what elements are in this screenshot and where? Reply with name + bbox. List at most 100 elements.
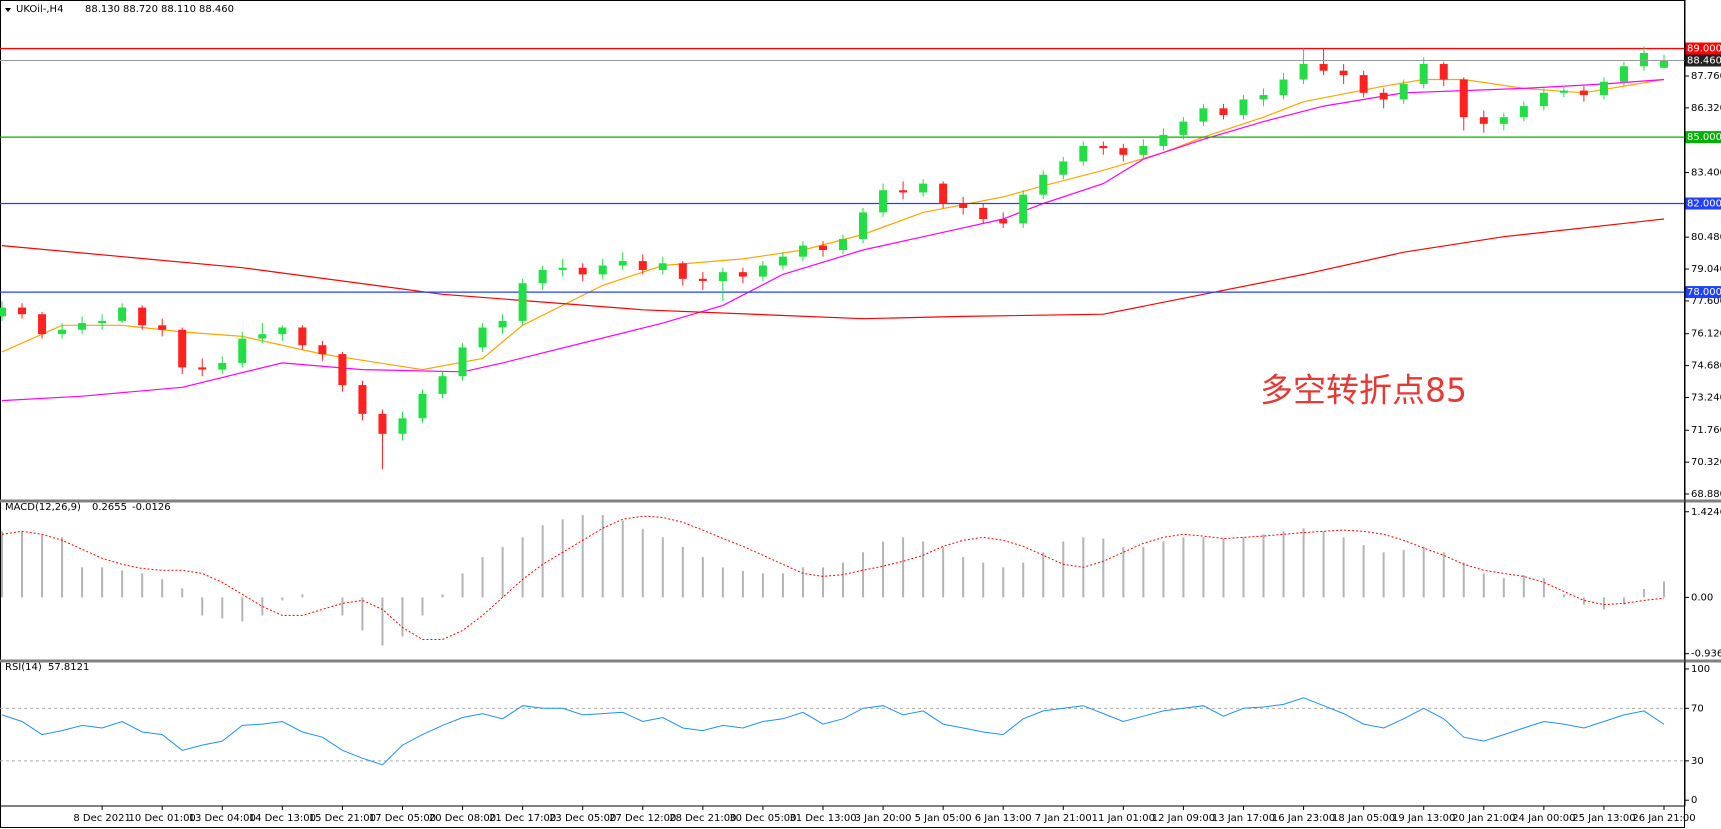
candle-body [959,203,968,208]
x-tick-label: 30 Dec 05:00 [729,813,796,824]
candle-body [318,345,327,355]
candle-body [1359,75,1368,93]
price-level-label: 82.000 [1687,199,1721,210]
candle-body [638,261,647,270]
y-tick-label: 70 [1691,703,1704,714]
candle-body [798,245,807,257]
candle-body [1459,79,1468,118]
x-tick-label: 11 Jan 01:00 [1092,813,1155,824]
candle-body [178,329,187,368]
x-tick-label: 20 Jan 21:00 [1452,813,1515,824]
candle-body [338,354,347,386]
candle-body [1319,64,1328,71]
plot-border [0,0,1685,828]
candle-body [1259,95,1268,100]
candle-body [278,327,287,335]
x-tick-label: 8 Dec 2021 [73,813,131,824]
y-tick-label: 76.120 [1691,329,1721,340]
candle-body [578,267,587,275]
macd-value: 0.2655 [92,502,127,513]
candle-body [1279,79,1288,96]
candle-body [598,265,607,275]
price-level-tag [1685,286,1721,299]
candle-body [1499,117,1508,124]
x-tick-label: 28 Dec 21:00 [669,813,736,824]
candle-body [1619,66,1628,82]
candle-body [1139,145,1148,155]
candle-body [418,393,427,419]
ohlc-value: 88.130 [85,4,120,15]
candle-body [1299,64,1308,80]
y-tick-label: 0 [1691,795,1697,806]
x-tick-label: 14 Dec 13:00 [249,813,316,824]
x-tick-label: 13 Jan 17:00 [1212,813,1275,824]
x-tick-label: 13 Dec 04:00 [189,813,256,824]
candle-body [939,183,948,204]
y-tick-label: 1.4246 [1691,507,1721,518]
candle-body [58,329,67,335]
ohlc-value: 88.460 [199,4,234,15]
y-tick-label: 0.00 [1691,592,1713,603]
price-level-tag [1685,42,1721,55]
candle-body [378,413,387,434]
candle-body [899,190,908,193]
ohlc-value: 88.720 [123,4,158,15]
y-tick-label: 30 [1691,756,1704,767]
candle-body [658,263,667,270]
candle-body [518,283,527,321]
indicator-title: UKOil-,H4 [16,4,63,15]
candle-body [398,418,407,434]
candle-body [1519,106,1528,118]
candle-body [919,183,928,193]
candle-body [1599,81,1608,96]
candle-body [1579,90,1588,96]
x-tick-label: 7 Jan 21:00 [1035,813,1092,824]
candle-body [558,267,567,270]
moving-average [1,78,1665,402]
x-tick-label: 12 Jan 09:00 [1152,813,1215,824]
y-tick-label: 83.400 [1691,168,1721,179]
candle-body [718,272,727,282]
moving-average [1,218,1665,320]
candle-body [1239,99,1248,115]
candle-body [118,307,127,321]
candle-body [98,320,107,324]
candle-body [258,334,267,339]
x-tick-label: 24 Jan 00:00 [1512,813,1575,824]
y-tick-label: 100 [1691,664,1710,675]
candle-body [198,367,207,370]
y-tick-label: 74.680 [1691,361,1721,372]
candle-body [438,376,447,394]
x-tick-label: 10 Dec 01:00 [129,813,196,824]
candle-body [1079,145,1088,162]
candle-body [879,190,888,213]
price-level-label: 78.000 [1687,287,1721,298]
x-tick-label: 23 Dec 05:00 [549,813,616,824]
x-tick-label: 3 Jan 20:00 [855,813,912,824]
candle-body [1119,148,1128,155]
x-tick-label: 31 Dec 13:00 [789,813,856,824]
candle-body [758,265,767,277]
candle-body [1339,70,1348,76]
macd-signal [1,515,1665,640]
candle-body [778,256,787,266]
current-price-label: 88.460 [1687,55,1721,66]
price-level-label: 85.000 [1687,132,1721,143]
rsi-line [1,697,1665,766]
candle-body [1219,108,1228,115]
x-tick-label: 16 Jan 23:00 [1272,813,1335,824]
candle-body [1059,161,1068,175]
signal-value: -0.0126 [132,502,171,513]
candle-body [478,327,487,348]
candle-body [1439,64,1448,80]
y-tick-label: -0.9363 [1691,649,1721,660]
x-tick-label: 21 Dec 17:00 [489,813,556,824]
current-price-tag [1685,54,1721,67]
indicator-title: MACD(12,26,9) [5,502,81,513]
price-level-tag [1685,131,1721,144]
candle-body [358,385,367,414]
price-level-tag [1685,197,1721,210]
y-tick-label: 87.760 [1691,71,1721,82]
x-tick-label: 26 Jan 21:00 [1632,813,1695,824]
